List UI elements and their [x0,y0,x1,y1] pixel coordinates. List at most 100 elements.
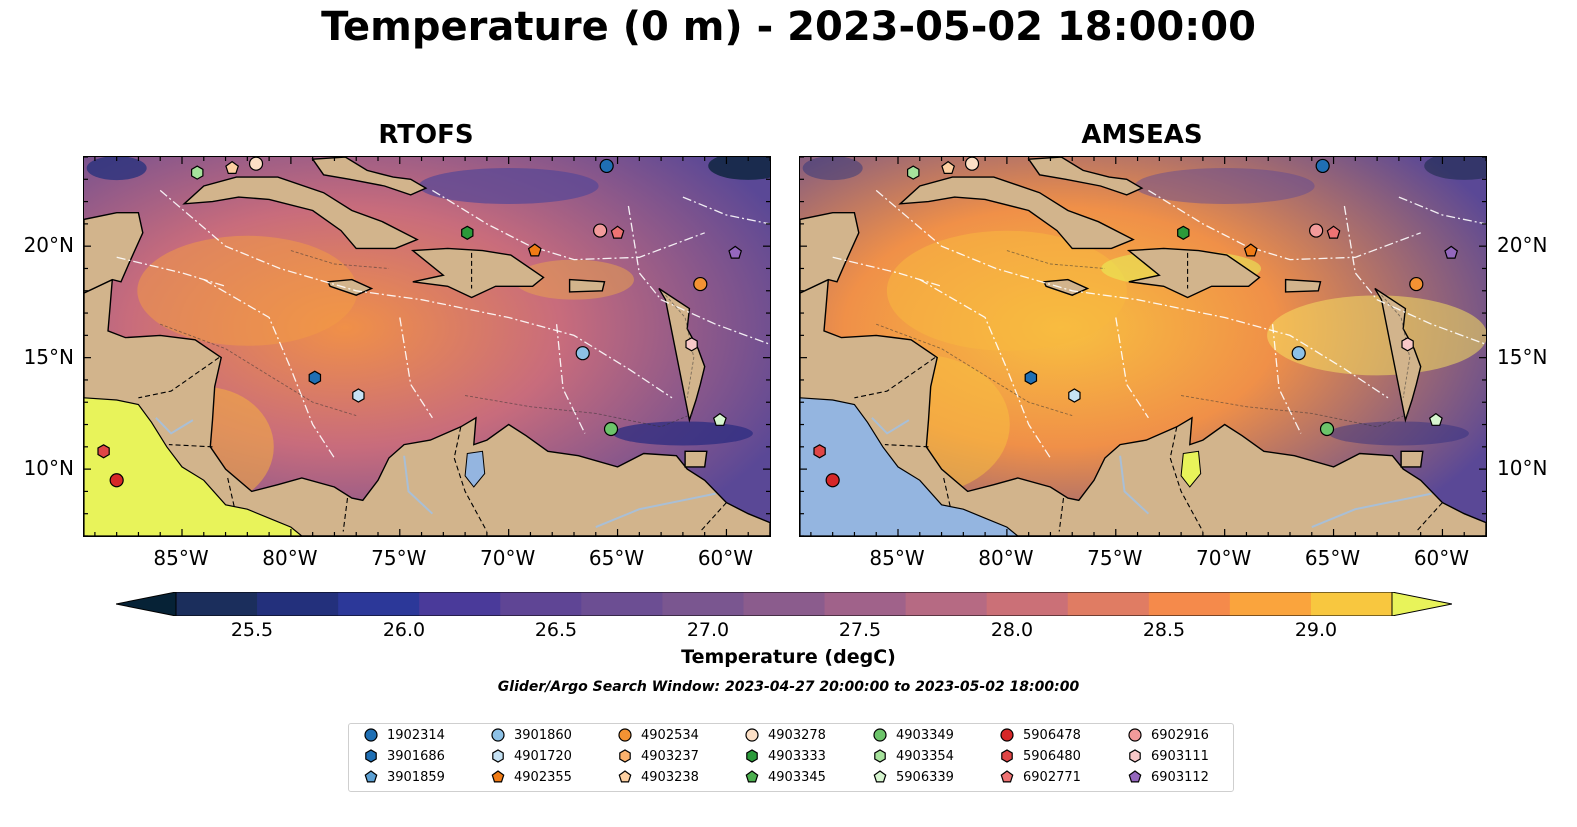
land-bahamas [311,157,428,196]
colorbar-segment [1229,592,1312,616]
float-marker-4901720[interactable] [352,388,365,403]
float-marker-4902534[interactable] [1409,276,1424,292]
float-marker-1902314[interactable] [599,158,614,174]
float-marker-6902916[interactable] [593,223,608,238]
legend-item-4903349: 4903349 [872,727,954,743]
float-marker-3901860[interactable] [1291,346,1306,361]
colorbar-extend-min [116,592,177,616]
colorbar-segment [176,592,258,616]
pentagon-marker-icon [618,770,632,783]
colorbar-segment [1148,592,1231,616]
map-panel-rtofs[interactable] [83,156,771,537]
legend-item-4903278: 4903278 [744,727,826,743]
cold-water-patch [1424,157,1486,180]
float-marker-5906478[interactable] [825,473,840,488]
float-marker-5906478[interactable] [109,473,124,488]
country-border [453,426,488,532]
float-marker-4903349[interactable] [1319,421,1335,437]
eez-boundary [832,256,942,287]
float-marker-4901720[interactable] [1068,388,1081,403]
float-marker-3901686[interactable] [1024,370,1038,385]
cold-water-patch [802,157,863,181]
pentagon-marker-icon [873,770,887,783]
lon-tick-label: 70°W [1196,546,1252,570]
colorbar-segment [500,592,582,616]
river [1119,455,1150,515]
colorbar-tick-label: 26.0 [382,619,426,641]
legend-item-6903112: 6903112 [1127,769,1209,785]
country-border [1169,426,1204,532]
circle-marker-icon [618,728,632,742]
float-marker-3901686[interactable] [308,370,322,385]
float-marker-4903278[interactable] [248,157,264,171]
colorbar-segment [662,592,745,616]
float-marker-6902771[interactable] [610,225,625,239]
float-marker-4903354[interactable] [906,165,920,180]
colorbar-segment [986,592,1069,616]
bathymetry-contour [1381,294,1411,398]
float-marker-6903111[interactable] [685,337,698,352]
pentagon-marker-icon [745,770,759,783]
hexagon-marker-icon [619,749,631,763]
float-marker-5906339[interactable] [712,412,727,426]
float-marker-4903238[interactable] [941,160,956,174]
float-marker-4902355[interactable] [527,243,542,257]
float-marker-4903333[interactable] [461,225,474,240]
lat-tick-label: 20°N [1497,233,1548,258]
float-marker-4903278[interactable] [964,157,980,171]
lon-tick-label: 65°W [1304,546,1361,570]
legend-item-3901860: 3901860 [490,727,572,743]
float-marker-5906480[interactable] [813,444,826,459]
float-marker-4903349[interactable] [603,421,619,437]
bathymetry-contour [465,395,694,428]
eez-boundary [875,189,1389,399]
pacific-ocean-region [800,397,1019,536]
legend-item-4903354: 4903354 [872,748,954,764]
float-marker-6902771[interactable] [1326,225,1341,239]
float-marker-4902534[interactable] [693,276,708,292]
circle-marker-icon [364,728,378,742]
lat-tick-label: 15°N [23,344,74,369]
legend-label: 4902355 [514,769,572,785]
float-marker-6903112[interactable] [1444,245,1459,259]
float-marker-4903238[interactable] [225,160,240,174]
float-marker-6903111[interactable] [1401,337,1414,352]
hexagon-marker-icon [492,749,504,763]
float-marker-4903333[interactable] [1177,225,1190,240]
eez-boundary [555,324,586,434]
panel-title-rtofs: RTOFS [378,120,474,150]
hexagon-marker-icon [746,749,758,763]
colorbar-segment [581,592,663,616]
float-marker-3901860[interactable] [575,346,590,361]
legend-item-6902916: 6902916 [1127,727,1209,743]
legend-label: 3901860 [514,727,572,743]
colorbar-tick-label: 27.5 [838,619,882,641]
map-panel-amseas[interactable] [799,156,1487,537]
float-marker-6903112[interactable] [728,245,743,259]
lon-tick-label: 80°W [978,546,1034,570]
legend-label: 4903333 [768,748,826,764]
lon-tick-label: 85°W [869,546,925,570]
lake-maracaibo [464,450,486,488]
colorbar-segment [257,592,339,616]
float-marker-5906339[interactable] [1428,412,1443,426]
land-cuba [182,176,419,250]
legend-item-4902534: 4902534 [617,727,699,743]
lat-tick-label: 10°N [23,456,74,481]
hexagon-marker-icon [365,749,377,763]
land-trinidad [684,450,708,468]
colorbar-tick-label: 28.0 [990,619,1034,641]
eez-boundary [203,279,335,459]
float-marker-4903354[interactable] [190,165,204,180]
eez-boundary [1398,196,1486,225]
land-trinidad [1400,450,1424,468]
land-central-south-america [800,278,1486,536]
pentagon-marker-icon [1128,770,1142,783]
float-marker-6902916[interactable] [1309,223,1324,238]
river [1311,492,1432,529]
eez-boundary [627,205,770,345]
hexagon-marker-icon [1129,749,1141,763]
float-marker-1902314[interactable] [1315,158,1330,174]
float-marker-5906480[interactable] [97,444,110,459]
float-marker-4902355[interactable] [1243,243,1258,257]
